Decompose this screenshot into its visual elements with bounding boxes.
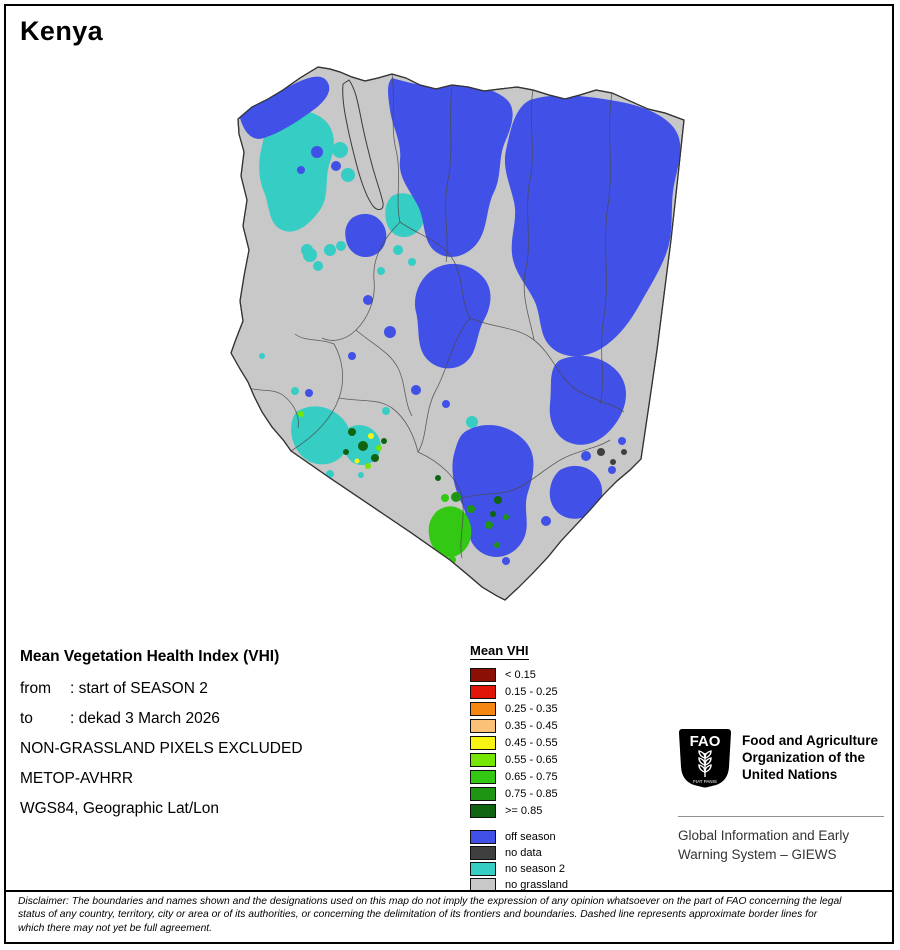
no-data-areas [597, 448, 627, 465]
legend-swatch [470, 667, 496, 682]
legend-swatch [470, 769, 496, 784]
giews-line: Global Information and Early [678, 828, 850, 843]
legend-label: no data [505, 847, 542, 859]
legend-class-row: >= 0.85 [470, 802, 645, 819]
legend-title: Mean VHI [470, 643, 529, 660]
info-row-to: to : dekad 3 March 2026 [20, 710, 303, 728]
info-to-label: to [20, 710, 33, 727]
legend-swatch [470, 803, 496, 818]
legend-class-row: 0.65 - 0.75 [470, 768, 645, 785]
vhi-lightgreen-areas [298, 411, 382, 469]
info-line-projection: WGS84, Geographic Lat/Lon [20, 800, 220, 817]
legend-swatch [470, 830, 496, 844]
info-to-value: : dekad 3 March 2026 [70, 710, 220, 727]
legend-swatch [470, 718, 496, 733]
footer-divider [6, 890, 894, 892]
legend-label: 0.75 - 0.85 [505, 787, 558, 800]
legend-class-row: 0.45 - 0.55 [470, 734, 645, 751]
legend-label: no season 2 [505, 863, 565, 875]
legend-swatch [470, 786, 496, 801]
legend-class-row: 0.75 - 0.85 [470, 785, 645, 802]
wheat-ear-icon [698, 750, 712, 777]
org-name: Food and Agriculture Organization of the… [742, 732, 878, 783]
legend-label: >= 0.85 [505, 804, 543, 817]
legend-swatch [470, 701, 496, 716]
map-title: Kenya [20, 16, 104, 46]
legend-swatch [470, 862, 496, 876]
info-from-label: from [20, 680, 51, 697]
org-divider [678, 816, 884, 817]
off-season-areas [240, 76, 681, 565]
legend-class-row: 0.55 - 0.65 [470, 751, 645, 768]
info-line-nongrassland: NON-GRASSLAND PIXELS EXCLUDED [20, 740, 303, 757]
org-name-line: Organization of the [742, 750, 865, 765]
giews-line: Warning System – GIEWS [678, 847, 837, 862]
disclaimer-line: which there may not yet be full agreemen… [18, 922, 213, 934]
vhi-heading: Mean Vegetation Health Index (VHI) [20, 648, 280, 665]
legend-label: no grassland [505, 879, 568, 891]
map-info-block: Mean Vegetation Health Index (VHI) from:… [20, 648, 303, 830]
disclaimer-line: status of any country, territory, city o… [18, 909, 818, 921]
legend-label: < 0.15 [505, 668, 536, 681]
fao-logo: FAO FIAT PANIS [679, 729, 731, 788]
info-row-from: from : start of SEASON 2 [20, 680, 303, 698]
legend-category-row: off season [470, 829, 645, 845]
county-boundaries [247, 73, 625, 559]
legend: Mean VHI < 0.15 0.15 - 0.25 0.25 - 0.35 … [470, 642, 645, 893]
giews-program: Global Information and Early Warning Sys… [678, 826, 849, 864]
org-name-line: Food and Agriculture [742, 733, 878, 748]
legend-label: off season [505, 831, 556, 843]
legend-class-row: 0.35 - 0.45 [470, 717, 645, 734]
disclaimer: Disclaimer: The boundaries and names sho… [18, 895, 884, 935]
legend-category-row: no season 2 [470, 861, 645, 877]
legend-class-row: < 0.15 [470, 666, 645, 683]
legend-swatch [470, 684, 496, 699]
legend-label: 0.65 - 0.75 [505, 770, 558, 783]
country-outline [230, 66, 685, 601]
legend-label: 0.25 - 0.35 [505, 702, 558, 715]
legend-class-row: 0.15 - 0.25 [470, 683, 645, 700]
info-from-value: : start of SEASON 2 [70, 680, 208, 697]
legend-label: 0.15 - 0.25 [505, 685, 558, 698]
legend-label: 0.35 - 0.45 [505, 719, 558, 732]
vhi-darkgreen-areas [343, 428, 502, 517]
legend-swatch [470, 846, 496, 860]
legend-class-row: 0.25 - 0.35 [470, 700, 645, 717]
lake-turkana [342, 79, 384, 211]
vhi-yellow-areas [354, 433, 374, 464]
vhi-midgreen-areas [451, 492, 509, 548]
legend-spacer [470, 819, 645, 829]
fao-logo-motto: FIAT PANIS [693, 779, 717, 784]
legend-swatch [470, 735, 496, 750]
legend-label: 0.45 - 0.55 [505, 736, 558, 749]
fao-logo-acronym: FAO [690, 733, 721, 750]
legend-label: 0.55 - 0.65 [505, 753, 558, 766]
disclaimer-line: Disclaimer: The boundaries and names sho… [18, 896, 842, 907]
legend-category-row: no data [470, 845, 645, 861]
org-name-line: United Nations [742, 767, 838, 782]
info-line-sensor: METOP-AVHRR [20, 770, 134, 787]
legend-swatch [470, 752, 496, 767]
